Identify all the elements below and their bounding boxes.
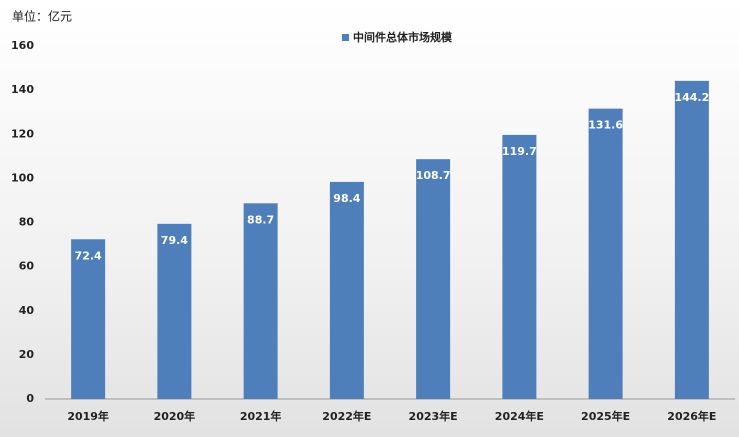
x-tick-label: 2022年E bbox=[322, 409, 371, 423]
bar bbox=[71, 239, 106, 399]
value-label: 144.2 bbox=[674, 91, 709, 104]
value-label: 72.4 bbox=[75, 249, 102, 262]
value-label: 79.4 bbox=[161, 234, 188, 247]
x-tick-label: 2025年E bbox=[581, 409, 630, 423]
x-tick-label: 2020年 bbox=[154, 409, 196, 423]
bar bbox=[674, 80, 709, 399]
y-tick-label: 160 bbox=[11, 39, 34, 52]
y-tick-label: 80 bbox=[19, 216, 35, 229]
bar bbox=[416, 159, 451, 399]
x-tick-label: 2019年 bbox=[67, 409, 109, 423]
bar bbox=[157, 223, 192, 399]
legend-swatch bbox=[342, 34, 349, 41]
y-tick-label: 40 bbox=[19, 304, 35, 317]
bar bbox=[502, 134, 537, 400]
x-tick-label: 2021年 bbox=[240, 409, 282, 423]
y-tick-label: 100 bbox=[11, 171, 34, 184]
unit-label: 单位：亿元 bbox=[12, 9, 72, 24]
x-tick-label: 2026年E bbox=[667, 409, 716, 423]
y-tick-label: 60 bbox=[19, 260, 35, 273]
value-label: 108.7 bbox=[416, 169, 451, 182]
x-tick-label: 2023年E bbox=[409, 409, 458, 423]
legend-label: 中间件总体市场规模 bbox=[353, 30, 453, 44]
y-tick-label: 120 bbox=[11, 127, 34, 140]
value-label: 88.7 bbox=[247, 213, 274, 226]
bar bbox=[243, 203, 278, 399]
y-tick-label: 0 bbox=[26, 392, 34, 405]
y-tick-label: 20 bbox=[19, 348, 35, 361]
bar bbox=[588, 108, 623, 399]
x-tick-label: 2024年E bbox=[495, 409, 544, 423]
value-label: 131.6 bbox=[588, 119, 623, 132]
bar bbox=[329, 181, 364, 399]
value-label: 119.7 bbox=[502, 145, 537, 158]
value-label: 98.4 bbox=[333, 192, 360, 205]
y-tick-label: 140 bbox=[11, 83, 34, 96]
